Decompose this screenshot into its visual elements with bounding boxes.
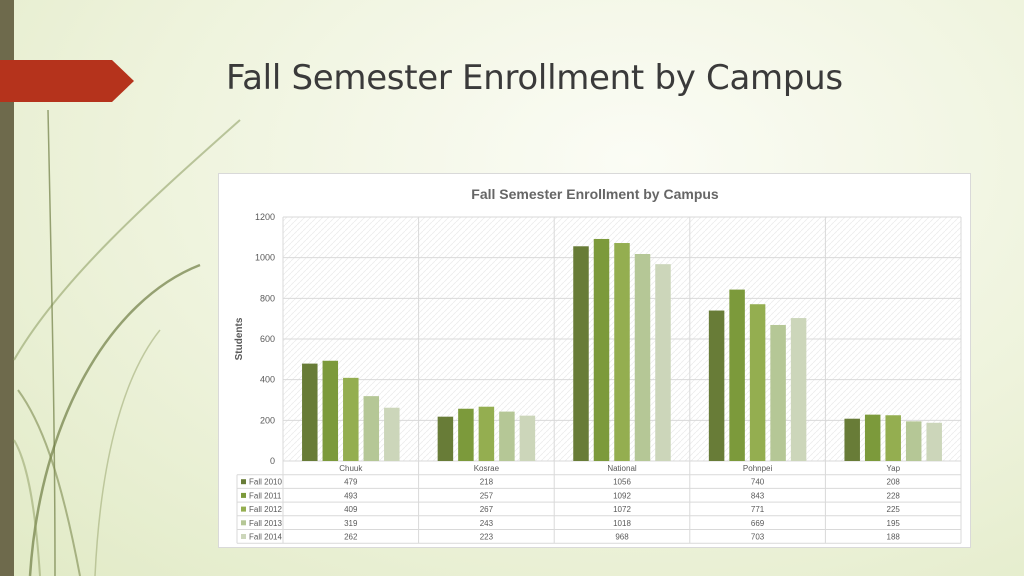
legend-label: Fall 2014: [249, 533, 282, 542]
data-table-value: 267: [480, 505, 494, 514]
data-table-value: 188: [887, 533, 901, 542]
data-table-value: 669: [751, 519, 765, 528]
data-table-value: 1018: [613, 519, 631, 528]
bar: [519, 415, 536, 461]
legend-swatch: [241, 492, 246, 498]
bar: [708, 310, 725, 461]
legend-label: Fall 2010: [249, 478, 282, 487]
bar: [614, 243, 630, 461]
data-table-value: 703: [751, 533, 765, 542]
data-table-value: 243: [480, 519, 494, 528]
bar: [905, 421, 922, 461]
data-table-value: 223: [480, 533, 494, 542]
chart-panel: Fall Semester Enrollment by Campus Stude…: [218, 173, 971, 548]
legend-label: Fall 2012: [249, 505, 282, 514]
bar: [885, 415, 901, 461]
bar: [770, 324, 786, 461]
bar: [864, 414, 881, 461]
chart-title: Fall Semester Enrollment by Campus: [471, 186, 719, 202]
data-table-value: 1092: [613, 491, 631, 500]
bar: [749, 304, 766, 461]
bar: [458, 408, 474, 461]
y-tick-label: 0: [270, 456, 275, 466]
bar: [926, 422, 942, 461]
data-table-value: 493: [344, 491, 358, 500]
y-tick-label: 600: [260, 334, 275, 344]
data-table-value: 257: [480, 491, 494, 500]
x-tick-label: National: [607, 464, 637, 473]
bar: [634, 254, 651, 461]
legend-swatch: [241, 506, 246, 512]
data-table-value: 228: [887, 491, 901, 500]
data-table-value: 195: [887, 519, 901, 528]
decorative-lines: [13, 109, 241, 576]
title-accent-arrow: [0, 60, 134, 102]
bar: [437, 416, 454, 461]
data-table-value: 479: [344, 478, 358, 487]
legend-swatch: [241, 520, 246, 526]
data-table-value: 843: [751, 491, 765, 500]
bar: [655, 264, 671, 461]
data-table-value: 409: [344, 505, 358, 514]
bar: [844, 418, 860, 461]
bar: [478, 406, 495, 461]
x-tick-label: Chuuk: [339, 464, 363, 473]
bar: [302, 363, 318, 461]
y-tick-label: 400: [260, 375, 275, 385]
y-tick-label: 1000: [255, 253, 275, 263]
bar: [384, 407, 400, 461]
bar: [343, 377, 359, 461]
data-table-value: 218: [480, 478, 494, 487]
data-table-value: 968: [615, 533, 629, 542]
y-axis-label: Students: [234, 317, 245, 360]
bar: [790, 318, 807, 461]
data-table-value: 1056: [613, 478, 631, 487]
legend-swatch: [241, 479, 246, 485]
left-accent-bar: [0, 0, 14, 576]
legend-swatch: [241, 534, 246, 539]
data-table-value: 771: [751, 505, 765, 514]
data-table-value: 740: [751, 478, 765, 487]
y-tick-label: 200: [260, 415, 275, 425]
bar: [593, 238, 610, 461]
bar: [573, 246, 589, 461]
x-tick-label: Pohnpei: [743, 464, 773, 473]
x-tick-label: Yap: [886, 464, 900, 473]
enrollment-chart: Fall Semester Enrollment by Campus Stude…: [234, 186, 962, 544]
data-table-value: 225: [887, 505, 901, 514]
legend-label: Fall 2011: [249, 491, 282, 500]
data-table-value: 208: [887, 478, 901, 487]
data-table-value: 1072: [613, 505, 631, 514]
bar: [729, 289, 745, 461]
bar: [363, 396, 380, 461]
data-table-value: 262: [344, 533, 358, 542]
y-tick-label: 1200: [255, 212, 275, 222]
slide-title: Fall Semester Enrollment by Campus: [226, 58, 843, 98]
bar: [499, 411, 515, 461]
x-tick-label: Kosrae: [474, 464, 500, 473]
legend-label: Fall 2013: [249, 519, 282, 528]
data-table-value: 319: [344, 519, 358, 528]
y-tick-label: 800: [260, 293, 275, 303]
bar: [322, 360, 339, 461]
